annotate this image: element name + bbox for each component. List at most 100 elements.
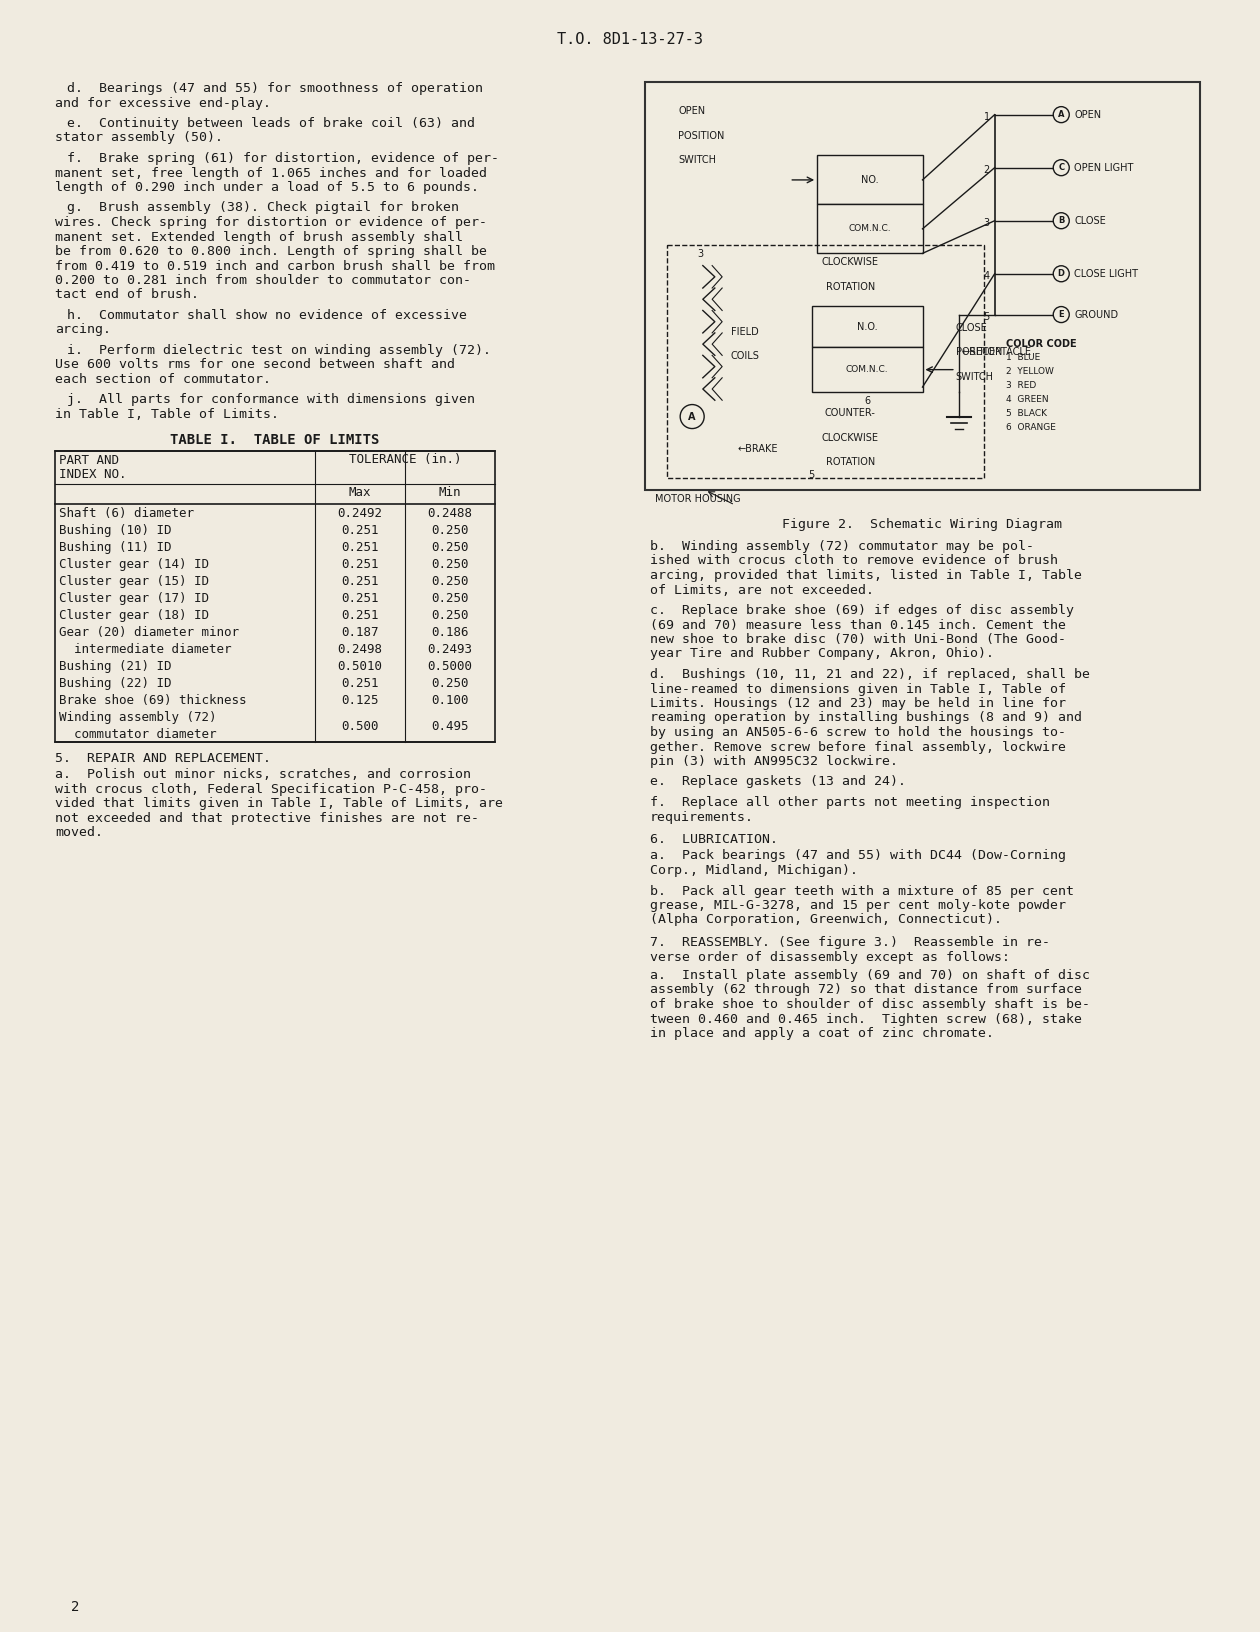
Text: CLOSE LIGHT: CLOSE LIGHT (1075, 269, 1138, 279)
Text: assembly (62 through 72) so that distance from surface: assembly (62 through 72) so that distanc… (650, 984, 1082, 997)
Text: INDEX NO.: INDEX NO. (59, 468, 126, 481)
Text: NO.: NO. (861, 175, 878, 184)
Text: Use 600 volts rms for one second between shaft and: Use 600 volts rms for one second between… (55, 359, 455, 372)
Text: f.  Replace all other parts not meeting inspection: f. Replace all other parts not meeting i… (650, 796, 1050, 809)
Text: COM.N.C.: COM.N.C. (845, 366, 888, 374)
Text: CLOSE: CLOSE (1075, 215, 1106, 225)
Text: 0.251: 0.251 (341, 677, 379, 690)
Text: Corp., Midland, Michigan).: Corp., Midland, Michigan). (650, 863, 858, 876)
Text: stator assembly (50).: stator assembly (50). (55, 132, 223, 145)
Text: TOLERANCE (in.): TOLERANCE (in.) (349, 454, 461, 467)
Text: C: C (1058, 163, 1065, 173)
Text: 3: 3 (698, 250, 703, 259)
Text: 0.250: 0.250 (431, 574, 469, 588)
Text: 0.251: 0.251 (341, 540, 379, 553)
Text: 2: 2 (71, 1599, 79, 1614)
Circle shape (1053, 212, 1070, 228)
Text: 0.2498: 0.2498 (338, 643, 383, 656)
Text: 6  ORANGE: 6 ORANGE (1005, 423, 1056, 432)
Text: SWITCH: SWITCH (678, 155, 716, 165)
Text: arcing, provided that limits, listed in Table I, Table: arcing, provided that limits, listed in … (650, 570, 1082, 583)
Text: a.  Pack bearings (47 and 55) with DC44 (Dow-Corning: a. Pack bearings (47 and 55) with DC44 (… (650, 850, 1066, 862)
Text: arcing.: arcing. (55, 323, 111, 336)
Text: COLOR CODE: COLOR CODE (1005, 339, 1076, 349)
Text: of Limits, are not exceeded.: of Limits, are not exceeded. (650, 584, 874, 597)
Text: Cluster gear (14) ID: Cluster gear (14) ID (59, 558, 209, 571)
Text: (Alpha Corporation, Greenwich, Connecticut).: (Alpha Corporation, Greenwich, Connectic… (650, 914, 1002, 927)
Text: of brake shoe to shoulder of disc assembly shaft is be-: of brake shoe to shoulder of disc assemb… (650, 999, 1090, 1010)
Text: 0.250: 0.250 (431, 558, 469, 571)
Text: ROTATION: ROTATION (825, 457, 874, 467)
Text: 5: 5 (809, 470, 815, 480)
Text: ROTATION: ROTATION (825, 282, 874, 292)
Bar (55, 450, 495, 743)
Text: 0.250: 0.250 (431, 609, 469, 622)
Text: c.  Replace brake shoe (69) if edges of disc assembly: c. Replace brake shoe (69) if edges of d… (650, 604, 1074, 617)
Text: 0.5010: 0.5010 (338, 659, 383, 672)
Text: MOTOR HOUSING: MOTOR HOUSING (655, 494, 741, 504)
Text: 6: 6 (864, 397, 871, 406)
Text: COUNTER-: COUNTER- (825, 408, 876, 418)
Text: Winding assembly (72): Winding assembly (72) (59, 712, 217, 725)
Text: Brake shoe (69) thickness: Brake shoe (69) thickness (59, 694, 247, 707)
Text: 6.  LUBRICATION.: 6. LUBRICATION. (650, 832, 777, 845)
Text: e.  Continuity between leads of brake coil (63) and: e. Continuity between leads of brake coi… (67, 118, 475, 131)
Text: 0.250: 0.250 (431, 524, 469, 537)
Text: a.  Polish out minor nicks, scratches, and corrosion: a. Polish out minor nicks, scratches, an… (55, 769, 471, 782)
Text: d.  Bushings (10, 11, 21 and 22), if replaced, shall be: d. Bushings (10, 11, 21 and 22), if repl… (650, 667, 1090, 681)
Text: line-reamed to dimensions given in Table I, Table of: line-reamed to dimensions given in Table… (650, 682, 1066, 695)
Text: Figure 2.  Schematic Wiring Diagram: Figure 2. Schematic Wiring Diagram (782, 517, 1062, 530)
Text: each section of commutator.: each section of commutator. (55, 374, 271, 387)
Text: d.  Bearings (47 and 55) for smoothness of operation: d. Bearings (47 and 55) for smoothness o… (67, 82, 483, 95)
Text: wires. Check spring for distortion or evidence of per-: wires. Check spring for distortion or ev… (55, 215, 488, 228)
Text: ←RECEPTACLE: ←RECEPTACLE (961, 348, 1032, 357)
Text: 3  RED: 3 RED (1005, 380, 1036, 390)
Text: Min: Min (438, 486, 461, 499)
Text: Cluster gear (18) ID: Cluster gear (18) ID (59, 609, 209, 622)
Text: tact end of brush.: tact end of brush. (55, 289, 199, 302)
Text: manent set, free length of 1.065 inches and for loaded: manent set, free length of 1.065 inches … (55, 166, 488, 180)
Text: f.  Brake spring (61) for distortion, evidence of per-: f. Brake spring (61) for distortion, evi… (67, 152, 499, 165)
Bar (811, 348, 922, 392)
Text: b.  Winding assembly (72) commutator may be pol-: b. Winding assembly (72) commutator may … (650, 540, 1034, 553)
Text: 3: 3 (984, 217, 989, 228)
Text: Bushing (10) ID: Bushing (10) ID (59, 524, 171, 537)
Circle shape (1053, 307, 1070, 323)
Text: 1: 1 (984, 111, 989, 122)
Text: 2: 2 (983, 165, 989, 175)
Text: POSITION: POSITION (956, 348, 1002, 357)
Text: PART AND: PART AND (59, 454, 118, 467)
Text: 0.495: 0.495 (431, 720, 469, 733)
Text: 2  YELLOW: 2 YELLOW (1005, 367, 1053, 375)
Text: tween 0.460 and 0.465 inch.  Tighten screw (68), stake: tween 0.460 and 0.465 inch. Tighten scre… (650, 1012, 1082, 1025)
Text: T.O. 8D1-13-27-3: T.O. 8D1-13-27-3 (557, 33, 703, 47)
Text: 0.187: 0.187 (341, 627, 379, 640)
Text: 4  GREEN: 4 GREEN (1005, 395, 1048, 405)
Text: 0.500: 0.500 (341, 720, 379, 733)
Text: OPEN: OPEN (678, 106, 706, 116)
Text: 5: 5 (983, 312, 989, 322)
Text: a.  Install plate assembly (69 and 70) on shaft of disc: a. Install plate assembly (69 and 70) on… (650, 969, 1090, 982)
Text: 0.2493: 0.2493 (427, 643, 472, 656)
Text: verse order of disassembly except as follows:: verse order of disassembly except as fol… (650, 950, 1011, 963)
Text: 0.2492: 0.2492 (338, 508, 383, 521)
Text: grease, MIL-G-3278, and 15 per cent moly-kote powder: grease, MIL-G-3278, and 15 per cent moly… (650, 899, 1066, 912)
Bar (816, 155, 922, 204)
Text: Limits. Housings (12 and 23) may be held in line for: Limits. Housings (12 and 23) may be held… (650, 697, 1066, 710)
Text: 0.251: 0.251 (341, 609, 379, 622)
Text: be from 0.620 to 0.800 inch. Length of spring shall be: be from 0.620 to 0.800 inch. Length of s… (55, 245, 488, 258)
Text: Cluster gear (15) ID: Cluster gear (15) ID (59, 574, 209, 588)
Text: new shoe to brake disc (70) with Uni-Bond (The Good-: new shoe to brake disc (70) with Uni-Bon… (650, 633, 1066, 646)
Text: 0.100: 0.100 (431, 694, 469, 707)
Circle shape (680, 405, 704, 429)
Circle shape (1053, 266, 1070, 282)
Text: 0.251: 0.251 (341, 592, 379, 605)
Text: manent set. Extended length of brush assembly shall: manent set. Extended length of brush ass… (55, 230, 462, 243)
Text: Bushing (21) ID: Bushing (21) ID (59, 659, 171, 672)
Text: GROUND: GROUND (1075, 310, 1119, 320)
Text: N.O.: N.O. (857, 322, 877, 331)
Text: COM.N.C.: COM.N.C. (848, 224, 891, 233)
Text: Shaft (6) diameter: Shaft (6) diameter (59, 508, 194, 521)
Text: b.  Pack all gear teeth with a mixture of 85 per cent: b. Pack all gear teeth with a mixture of… (650, 885, 1074, 898)
Text: OPEN LIGHT: OPEN LIGHT (1075, 163, 1134, 173)
